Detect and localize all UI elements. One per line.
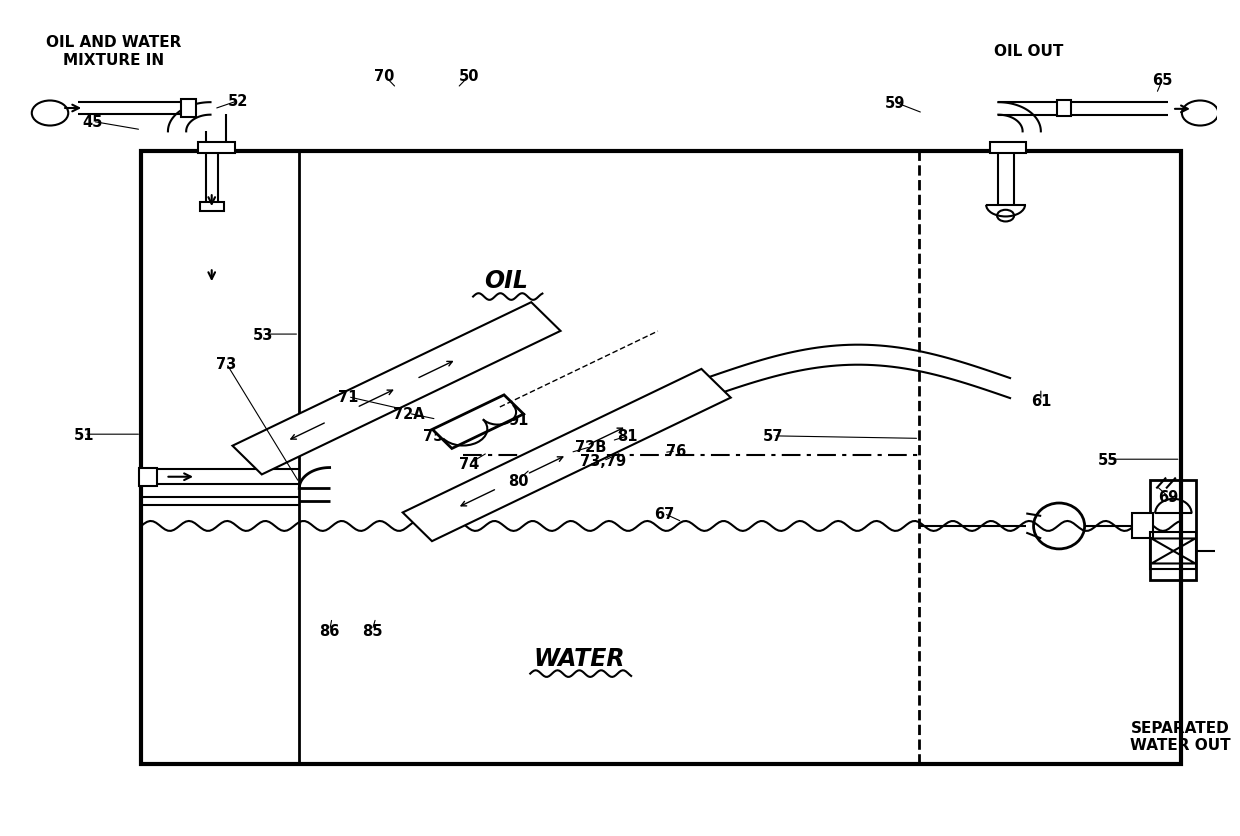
Bar [990, 143, 1027, 154]
Text: 67: 67 [653, 507, 675, 522]
Text: 73: 73 [216, 356, 237, 371]
Text: 52: 52 [228, 94, 249, 109]
Bar [139, 468, 157, 487]
Text: 86: 86 [320, 623, 340, 638]
Text: 91: 91 [508, 412, 528, 427]
Polygon shape [403, 370, 730, 542]
Text: 59: 59 [885, 95, 905, 110]
Text: 72A: 72A [393, 406, 424, 421]
Text: 65: 65 [1152, 73, 1173, 88]
Text: 45: 45 [82, 115, 103, 130]
Bar [1151, 481, 1197, 580]
Polygon shape [433, 395, 523, 449]
Text: 81: 81 [618, 429, 637, 444]
Text: 53: 53 [253, 327, 273, 342]
Text: OIL OUT: OIL OUT [994, 43, 1064, 59]
Bar [198, 143, 234, 154]
Text: 76: 76 [666, 444, 686, 459]
Text: 50: 50 [459, 69, 480, 84]
Text: WATER: WATER [533, 646, 625, 670]
Bar [1132, 514, 1153, 539]
Text: 80: 80 [508, 473, 528, 488]
Bar [141, 151, 1180, 764]
Bar [181, 99, 196, 118]
Bar [1151, 533, 1197, 569]
Text: 55: 55 [1097, 452, 1118, 467]
Text: OIL: OIL [484, 268, 528, 293]
Text: 72B: 72B [575, 440, 606, 455]
Text: SEPARATED
WATER OUT: SEPARATED WATER OUT [1131, 720, 1231, 752]
Text: 69: 69 [1158, 490, 1179, 505]
Text: 51: 51 [74, 427, 94, 442]
Text: 73,79: 73,79 [580, 454, 626, 469]
Text: 57: 57 [763, 429, 784, 444]
Bar [200, 203, 224, 212]
Text: OIL AND WATER
MIXTURE IN: OIL AND WATER MIXTURE IN [46, 35, 181, 68]
Text: 61: 61 [1030, 394, 1052, 409]
Bar [1056, 100, 1071, 117]
Polygon shape [232, 303, 560, 475]
Text: 75: 75 [423, 429, 443, 444]
Text: 85: 85 [362, 623, 382, 638]
Text: 71: 71 [337, 390, 358, 405]
Text: 74: 74 [459, 456, 480, 472]
Text: 70: 70 [374, 69, 394, 84]
